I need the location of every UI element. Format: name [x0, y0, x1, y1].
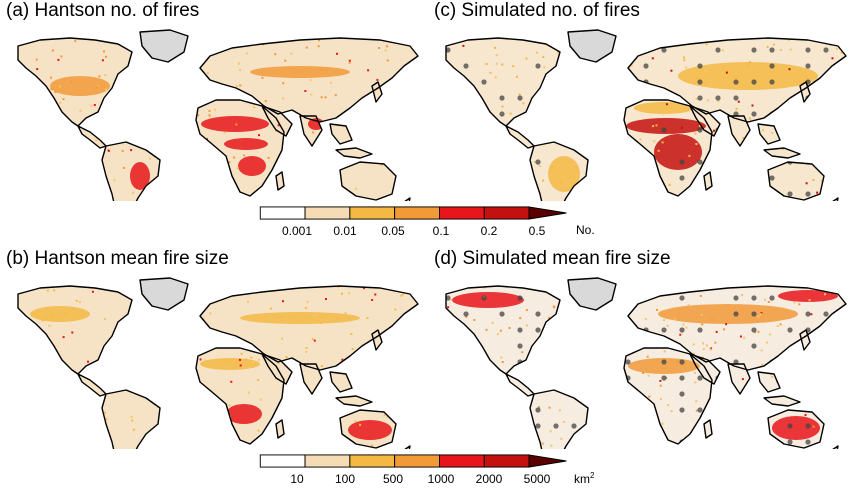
- panel-title: (a) Hantson no. of fires: [6, 0, 199, 22]
- colorbar-swatch: [439, 455, 484, 467]
- world-map: [0, 274, 420, 449]
- colorbar-tick-label: 0.01: [333, 224, 356, 238]
- landmass-greenland: [568, 278, 616, 310]
- colorbar-number: 0.001 0.01 0.05 0.1 0.2 0.5 No.: [248, 206, 598, 246]
- world-map: [428, 274, 848, 449]
- colorbar-swatch: [484, 207, 529, 219]
- colorbar-swatch: [395, 455, 440, 467]
- landmass-greenland: [140, 278, 188, 310]
- landmass-centralAmerica: [506, 374, 534, 396]
- colorbar-swatch: [305, 455, 350, 467]
- colorbar-swatch: [305, 207, 350, 219]
- colorbar-swatches: [248, 206, 588, 220]
- landmass-centralAmerica: [78, 126, 106, 148]
- panel-title: (b) Hantson mean fire size: [6, 248, 229, 270]
- colorbar-tick-label: 5000: [524, 472, 551, 486]
- colorbar-tick-label: 500: [383, 472, 403, 486]
- colorbar-tick-label: 0.5: [529, 224, 546, 238]
- colorbar-size: 10 100 500 1000 2000 5000 km2: [248, 454, 598, 494]
- colorbar-unit: km2: [574, 471, 594, 486]
- landmass-centralAmerica: [506, 126, 534, 148]
- panel-title: (c) Simulated no. of fires: [434, 0, 640, 22]
- coastline: [832, 198, 838, 201]
- panel-hantson-size: (b) Hantson mean fire size: [0, 248, 420, 448]
- colorbar-swatch: [260, 455, 305, 467]
- colorbar-swatch: [484, 455, 529, 467]
- colorbar-tick-label: 0.2: [481, 224, 498, 238]
- panel-title: (d) Simulated mean fire size: [434, 248, 671, 270]
- colorbar-swatches: [248, 454, 588, 468]
- colorbar-tick-label: 1000: [428, 472, 455, 486]
- landmass-greenland: [140, 30, 188, 62]
- coastline: [404, 446, 410, 449]
- landmass-centralAmerica: [78, 374, 106, 396]
- colorbar-swatch: [395, 207, 440, 219]
- colorbar-arrow: [529, 207, 566, 219]
- coastline: [404, 198, 410, 201]
- panel-simulated-size: (d) Simulated mean fire size: [428, 248, 848, 448]
- world-map: [428, 26, 848, 201]
- colorbar-tick-label: 0.1: [433, 224, 450, 238]
- coastline: [832, 446, 838, 449]
- panel-simulated-fires: (c) Simulated no. of fires: [428, 0, 848, 200]
- colorbar-swatch: [260, 207, 305, 219]
- colorbar-swatch: [350, 207, 395, 219]
- colorbar-tick-label: 0.001: [282, 224, 312, 238]
- colorbar-unit: No.: [576, 223, 595, 237]
- landmass-greenland: [568, 30, 616, 62]
- panel-hantson-fires: (a) Hantson no. of fires: [0, 0, 420, 200]
- colorbar-arrow: [529, 455, 566, 467]
- colorbar-tick-label: 0.05: [381, 224, 404, 238]
- colorbar-tick-label: 2000: [476, 472, 503, 486]
- colorbar-tick-label: 10: [290, 472, 303, 486]
- world-map: [0, 26, 420, 201]
- colorbar-tick-label: 100: [335, 472, 355, 486]
- colorbar-swatch: [439, 207, 484, 219]
- colorbar-swatch: [350, 455, 395, 467]
